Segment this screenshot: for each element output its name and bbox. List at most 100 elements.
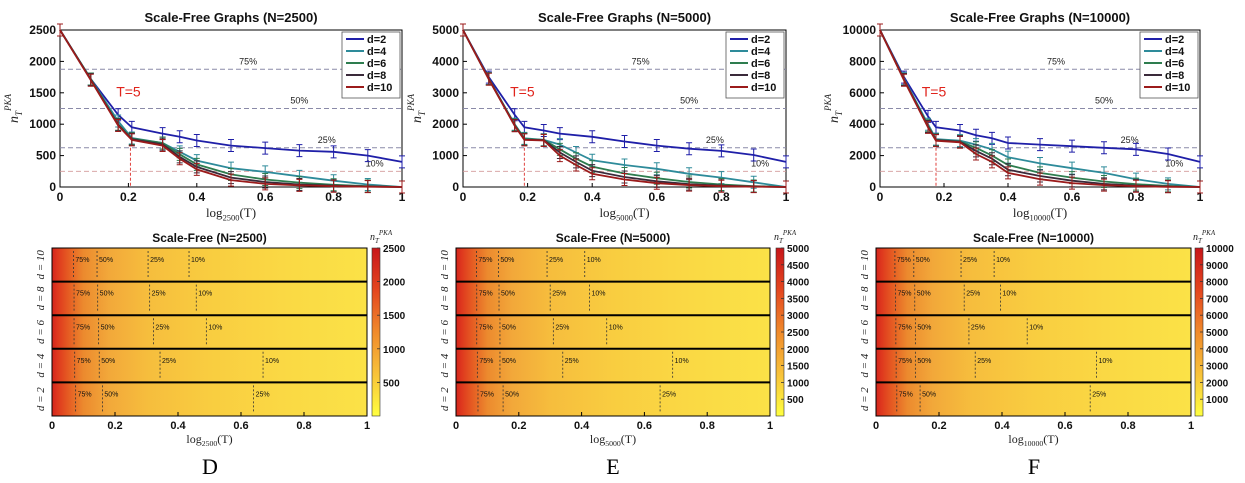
colorbar-tick-label: 5000 <box>1206 328 1229 339</box>
error-bar <box>556 149 563 163</box>
error-bar <box>783 180 789 194</box>
row-label: d = 4 <box>35 353 47 377</box>
percent-marker-label: 10% <box>198 291 212 298</box>
x-tick-label: 1 <box>399 190 406 204</box>
error-bar <box>364 149 371 163</box>
x-axis-label: log10000(T) <box>1008 432 1058 448</box>
percent-marker-label: 50% <box>99 257 113 264</box>
legend-label: d=2 <box>751 34 770 46</box>
colorbar-tick-label: 500 <box>383 378 400 389</box>
heatmap-title: Scale-Free (N=2500) <box>152 231 266 245</box>
legend-label: d=6 <box>751 58 770 70</box>
threshold-label: 25% <box>318 135 336 145</box>
percent-marker-label: 75% <box>479 324 493 331</box>
percent-marker-label: 25% <box>1092 392 1106 399</box>
error-bar <box>460 23 466 37</box>
colorbar-tick-label: 3500 <box>787 294 810 305</box>
percent-marker-label: 10% <box>208 324 222 331</box>
annotation-text: T=5 <box>510 84 535 100</box>
legend-label: d=10 <box>751 82 776 94</box>
error-bar <box>1069 139 1075 153</box>
threshold-label: 50% <box>680 96 698 106</box>
row-label: d = 6 <box>859 320 871 344</box>
percent-marker-label: 75% <box>898 358 912 365</box>
y-tick-label: 2000 <box>29 54 56 68</box>
row-label: d = 8 <box>859 286 871 310</box>
x-tick-label: 0 <box>57 190 64 204</box>
y-tick-label: 1000 <box>29 117 56 131</box>
y-tick-label: 500 <box>36 149 56 163</box>
colorbar-tick-label: 4000 <box>1206 345 1229 356</box>
error-bar <box>1037 138 1043 152</box>
error-bar <box>589 167 596 181</box>
error-bar <box>176 130 183 144</box>
series-line-d-10 <box>879 29 1201 188</box>
row-label: d = 6 <box>439 320 451 344</box>
error-bar <box>521 133 528 147</box>
error-bar <box>296 178 303 192</box>
threshold-label: 50% <box>290 96 308 106</box>
colorbar-tick-label: 7000 <box>1206 294 1229 305</box>
panel-letter-e: E <box>606 454 619 479</box>
colorbar-tick-label: 1000 <box>787 378 810 389</box>
row-label: d = 6 <box>35 320 47 344</box>
percent-marker-label: 25% <box>971 324 985 331</box>
x-tick-label: 0.4 <box>170 420 186 432</box>
percent-marker-label: 50% <box>916 257 930 264</box>
error-bar <box>511 119 518 133</box>
y-tick-label: 5000 <box>432 23 459 37</box>
legend-label: d=4 <box>751 46 771 58</box>
error-bar <box>718 179 725 193</box>
error-bar <box>485 72 492 86</box>
legend-label: d=8 <box>751 70 770 82</box>
percent-marker-label: 50% <box>101 358 115 365</box>
x-tick-label: 0.6 <box>257 190 274 204</box>
y-tick-label: 0 <box>49 180 56 194</box>
error-bar <box>193 134 200 148</box>
error-bar <box>750 180 757 194</box>
y-tick-label: 0 <box>452 180 459 194</box>
colorbar-tick-label: 8000 <box>1206 278 1229 289</box>
error-bar <box>1101 141 1107 155</box>
y-tick-label: 6000 <box>849 86 876 100</box>
error-bar <box>330 179 337 193</box>
error-bar <box>159 139 166 153</box>
x-tick-label: 0 <box>453 420 459 432</box>
threshold-label: 25% <box>1121 135 1139 145</box>
colorbar-tick-label: 6000 <box>1206 311 1229 322</box>
error-bar <box>115 118 122 132</box>
x-tick-label: 0.6 <box>648 190 665 204</box>
error-bar <box>653 176 660 190</box>
series-line-d-10 <box>462 29 787 188</box>
error-bar <box>1005 136 1011 150</box>
error-bar <box>973 147 979 161</box>
legend-label: d=10 <box>1165 82 1190 94</box>
x-tick-label: 0.8 <box>1120 420 1135 432</box>
percent-marker-label: 75% <box>899 392 913 399</box>
line-chart-row: Scale-Free Graphs (N=2500) 0 0.2 0.4 0.6 0.8 1… <box>3 10 1204 222</box>
error-bar <box>399 155 405 169</box>
x-tick-label: 1 <box>767 420 773 432</box>
percent-marker-label: 75% <box>479 358 493 365</box>
x-tick-label: 0.4 <box>574 420 590 432</box>
legend-label: d=6 <box>1165 58 1184 70</box>
colorbar-label: nTPKA <box>774 229 797 245</box>
legend-label: d=4 <box>367 46 387 58</box>
error-bar <box>718 144 725 158</box>
percent-marker-label: 10% <box>675 358 689 365</box>
x-axis-label: log10000(T) <box>1013 205 1067 222</box>
percent-marker-label: 75% <box>479 291 493 298</box>
y-tick-label: 3000 <box>432 86 459 100</box>
percent-marker-label: 75% <box>478 257 492 264</box>
x-tick-label: 0.6 <box>233 420 248 432</box>
row-label: d = 8 <box>439 286 451 310</box>
legend-label: d=8 <box>1165 70 1184 82</box>
error-bar <box>989 155 995 169</box>
x-tick-label: 0.8 <box>700 420 715 432</box>
percent-marker-label: 50% <box>100 291 114 298</box>
colorbar-label: nTPKA <box>1193 229 1216 245</box>
line-chart-2: Scale-Free Graphs (N=5000) 0 0.2 0.4 0.6 0.8 1… <box>406 10 790 222</box>
error-bar <box>330 145 337 159</box>
x-tick-label: 0.6 <box>637 420 652 432</box>
